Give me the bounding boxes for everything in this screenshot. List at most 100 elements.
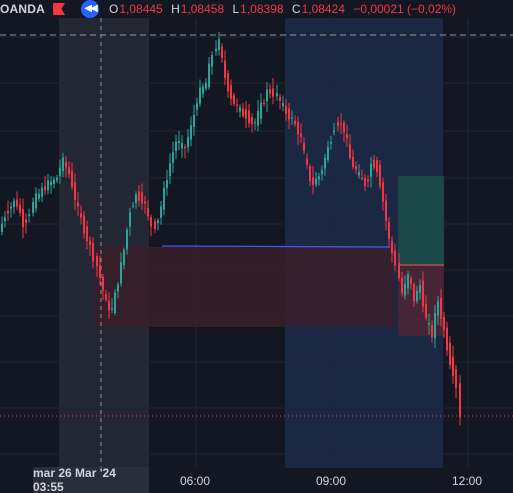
- candle-body: [251, 117, 253, 125]
- candle-body: [364, 177, 366, 187]
- candle-body: [208, 63, 210, 88]
- candle-body: [47, 180, 49, 191]
- candle-body: [25, 219, 27, 223]
- horizontal-level-line[interactable]: [161, 245, 391, 248]
- symbol-legend: OANDA ◀◀ O1,08445 H1,08458 L1,08398 C1,0…: [0, 0, 513, 18]
- candle-body: [413, 284, 415, 302]
- candle-body: [388, 222, 390, 239]
- candle-body: [440, 297, 442, 320]
- low-key: L: [232, 2, 240, 16]
- candle-body: [19, 204, 21, 213]
- profit-zone[interactable]: [398, 176, 444, 266]
- candle-body: [7, 210, 9, 214]
- candle-body: [266, 89, 268, 102]
- candle-body: [431, 325, 433, 338]
- candle-body: [120, 262, 122, 284]
- candle-body: [434, 313, 436, 339]
- candle-body: [86, 226, 88, 241]
- candle-body: [65, 161, 67, 168]
- cursor-time-label: mar 26 Mar '24 03:55: [33, 466, 149, 493]
- candle-body: [144, 201, 146, 204]
- candle-body: [147, 207, 149, 217]
- candle-body: [276, 93, 278, 97]
- candle-body: [126, 229, 128, 250]
- low-value: 1,08398: [240, 2, 284, 16]
- candle-body: [68, 167, 70, 174]
- candle-body: [62, 157, 64, 171]
- candle-body: [263, 102, 265, 104]
- open-key: O: [109, 2, 119, 16]
- candle-body: [370, 163, 372, 177]
- candle-body: [294, 120, 296, 125]
- candle-body: [59, 167, 61, 176]
- candle-body: [117, 284, 119, 292]
- broker-name: OANDA: [0, 2, 45, 16]
- candle-body: [446, 327, 448, 351]
- candle-body: [327, 147, 329, 160]
- candle-body: [288, 108, 290, 120]
- candle-body: [449, 342, 451, 366]
- candle-body: [169, 163, 171, 177]
- position-loss-box[interactable]: [398, 265, 444, 336]
- candle-body: [199, 87, 201, 104]
- candle-body: [150, 217, 152, 227]
- candle-body: [172, 152, 174, 163]
- candle-body: [318, 176, 320, 180]
- loss-zone[interactable]: [95, 247, 395, 327]
- candle-body: [398, 263, 400, 278]
- candle-body: [38, 193, 40, 199]
- candle-body: [367, 179, 369, 181]
- candle-body: [272, 88, 274, 97]
- candle-body: [193, 114, 195, 128]
- candle-body: [312, 177, 314, 186]
- time-tick-0900: 09:00: [316, 474, 347, 488]
- candle-body: [391, 240, 393, 254]
- candle-body: [178, 140, 180, 144]
- rewind-icon[interactable]: ◀◀: [81, 0, 99, 18]
- candle-body: [340, 123, 342, 125]
- candle-body: [184, 146, 186, 149]
- candle-body: [321, 169, 323, 175]
- candle-body: [337, 121, 339, 126]
- candle-body: [74, 182, 76, 200]
- candle-body: [196, 103, 198, 110]
- candle-body: [407, 274, 409, 289]
- candle-body: [13, 200, 15, 208]
- time-tick-0600: 06:00: [180, 474, 211, 488]
- candle-body: [333, 130, 335, 133]
- candle-body: [123, 250, 125, 265]
- candle-body: [132, 205, 134, 207]
- candle-body: [108, 300, 110, 311]
- candle-body: [352, 156, 354, 167]
- candle-body: [163, 187, 165, 210]
- candle-body: [221, 46, 223, 58]
- candle-body: [181, 142, 183, 149]
- candle-body: [138, 191, 140, 201]
- candle-body: [236, 104, 238, 106]
- candle-body: [279, 96, 281, 101]
- candle-body: [96, 256, 98, 267]
- candle-body: [50, 181, 52, 186]
- candle-body: [385, 200, 387, 221]
- candle-body: [401, 277, 403, 293]
- candle-body: [22, 209, 24, 228]
- candle-body: [422, 280, 424, 307]
- high-value: 1,08458: [180, 2, 225, 16]
- change-value: −0,00021 (−0,02%): [353, 2, 457, 16]
- ohlc-values: O1,08445 H1,08458 L1,08398 C1,08424 −0,0…: [109, 2, 461, 16]
- candle-body: [77, 202, 79, 207]
- candle-body: [343, 122, 345, 133]
- candle-body: [41, 187, 43, 197]
- flag-icon[interactable]: [53, 3, 65, 15]
- candle-body: [99, 265, 101, 278]
- candle-body: [1, 223, 3, 232]
- candle-body: [230, 85, 232, 99]
- candle-body: [416, 290, 418, 302]
- candle-body: [248, 110, 250, 124]
- candle-body: [361, 177, 363, 180]
- candle-body: [157, 220, 159, 224]
- candle-body: [282, 102, 284, 107]
- candle-body: [379, 164, 381, 187]
